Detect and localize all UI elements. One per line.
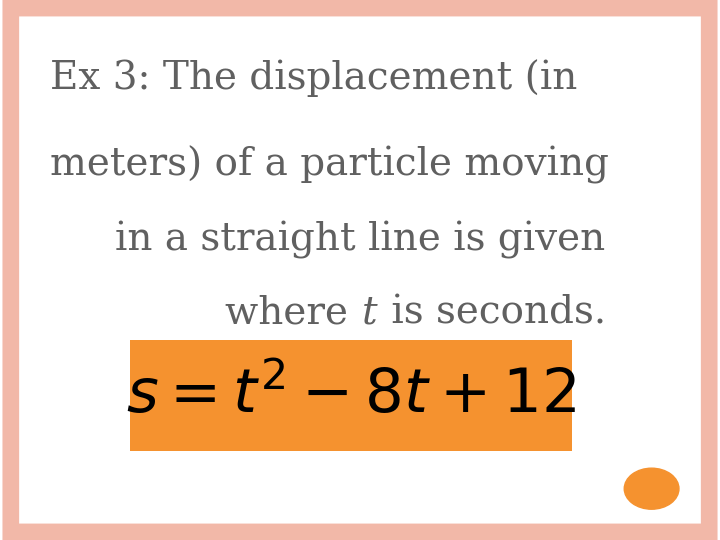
Text: $s = t^{2} - 8t + 12$: $s = t^{2} - 8t + 12$ [126, 366, 576, 426]
Text: Ex 3: The displacement (in: Ex 3: The displacement (in [50, 59, 577, 97]
Bar [130, 340, 572, 451]
Circle shape [624, 468, 679, 509]
Text: t: t [362, 295, 378, 332]
Text: meters) of a particle moving: meters) of a particle moving [50, 145, 609, 184]
Text: in a straight line is given: in a straight line is given [115, 221, 605, 259]
Text: where: where [225, 295, 360, 332]
Text: is seconds.: is seconds. [379, 295, 606, 332]
